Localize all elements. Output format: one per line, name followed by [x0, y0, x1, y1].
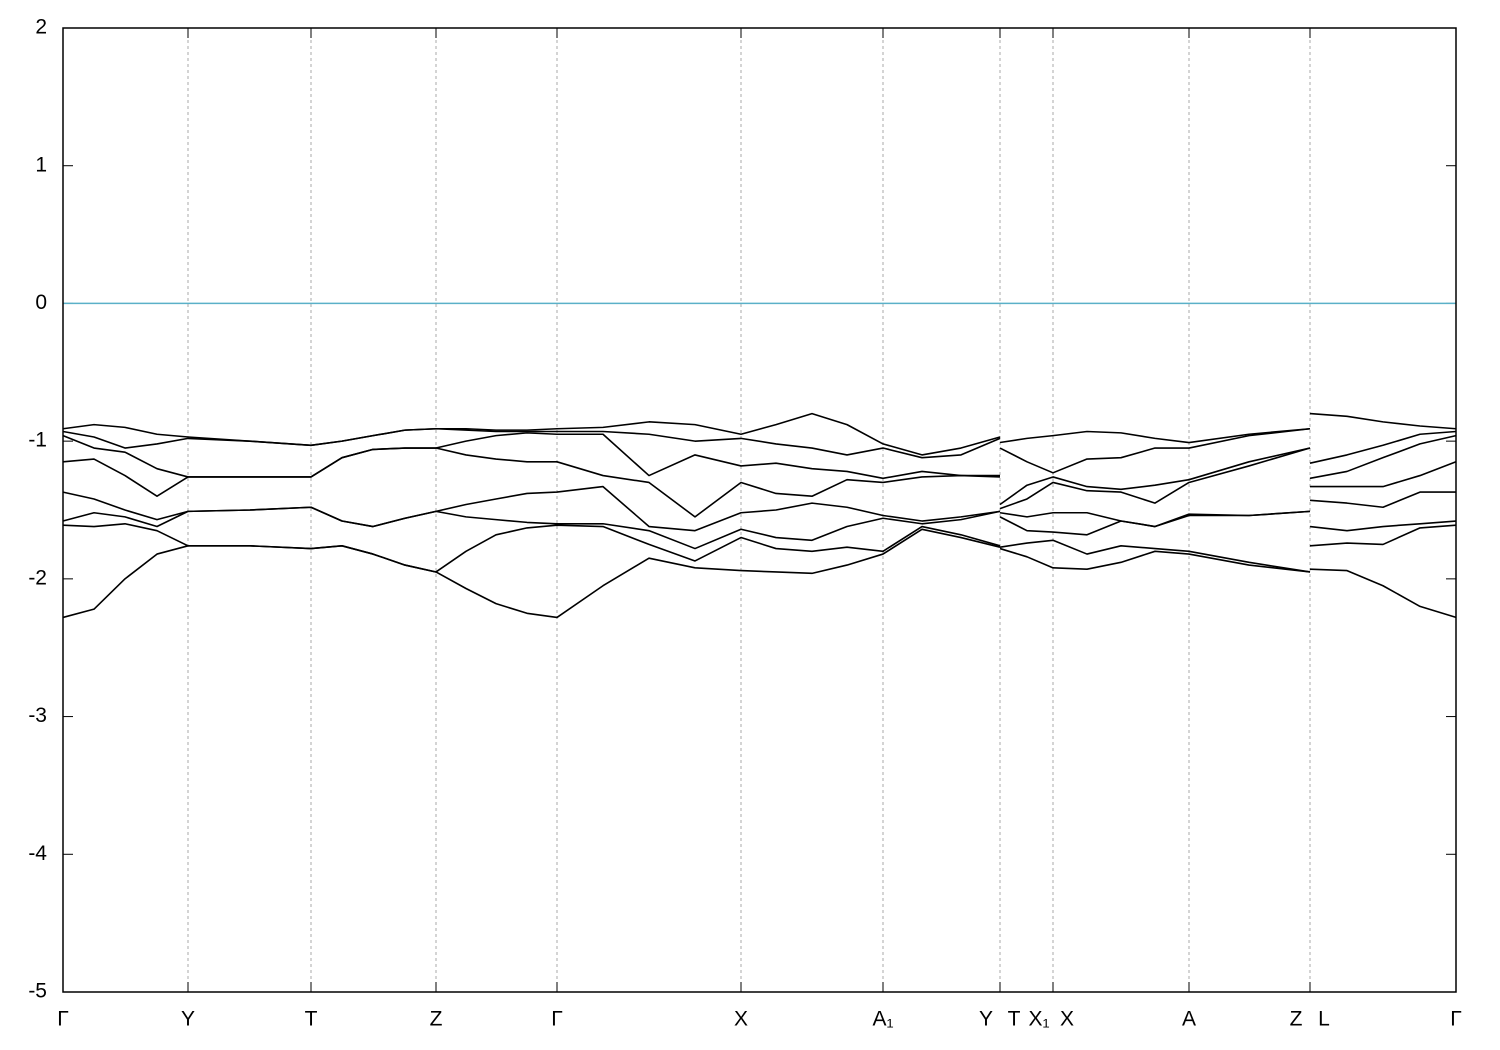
x-tick-label: A — [1182, 1008, 1196, 1031]
x-tick-label: Z — [430, 1008, 443, 1031]
x-tick-label: X — [734, 1008, 748, 1031]
x-tick-label: T — [305, 1008, 318, 1031]
x-tick-label: A₁ — [872, 1008, 893, 1031]
y-tick-label: 1 — [35, 153, 47, 176]
band-line — [62, 412, 1457, 456]
x-tick-label: Z — [1290, 1008, 1303, 1031]
x-tick-label: Γ — [1450, 1008, 1462, 1031]
y-tick-label: -2 — [28, 566, 47, 589]
y-tick-label: -4 — [28, 842, 47, 865]
x-tick-label: L — [1318, 1008, 1330, 1031]
band-line — [62, 447, 1457, 518]
y-tick-label: 2 — [35, 16, 47, 39]
x-tick-label: Y — [181, 1008, 195, 1031]
band-line — [62, 432, 1457, 506]
band-line — [62, 427, 1457, 474]
x-tick-label: T — [1008, 1008, 1021, 1031]
band-line — [62, 528, 1457, 619]
x-tick-label: X — [1060, 1008, 1074, 1031]
band-line — [62, 506, 1457, 550]
x-tick-label: Γ — [57, 1008, 69, 1031]
y-tick-label: -1 — [28, 429, 47, 452]
y-tick-label: -3 — [28, 704, 47, 727]
x-tick-label: X₁ — [1028, 1008, 1049, 1031]
x-tick-label: Γ — [551, 1008, 563, 1031]
x-tick-label: Y — [979, 1008, 993, 1031]
y-tick-label: 0 — [35, 291, 47, 314]
plot-frame — [62, 27, 1457, 993]
y-tick-label: -5 — [28, 980, 47, 1003]
